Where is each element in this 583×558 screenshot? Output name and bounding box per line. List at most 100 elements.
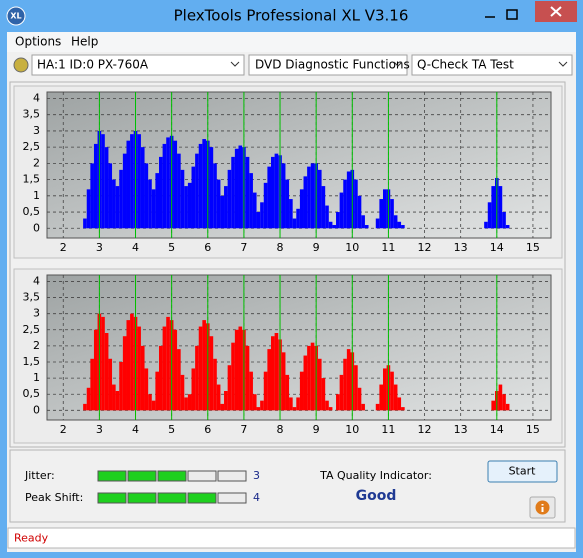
bar bbox=[137, 326, 141, 411]
bar bbox=[238, 326, 243, 411]
bar bbox=[393, 384, 398, 411]
menu-item[interactable]: Help bbox=[71, 35, 98, 49]
bar bbox=[375, 403, 380, 411]
function-select[interactable] bbox=[248, 54, 408, 76]
bar bbox=[86, 189, 91, 229]
x-tick-label: 13 bbox=[454, 423, 468, 436]
bar bbox=[401, 225, 405, 229]
bar bbox=[224, 391, 228, 411]
bar bbox=[256, 407, 261, 411]
bar bbox=[90, 163, 94, 229]
bar bbox=[299, 371, 304, 411]
bar bbox=[343, 358, 347, 411]
bar bbox=[383, 189, 387, 229]
meter-segment-filled bbox=[127, 492, 157, 504]
bar bbox=[346, 171, 351, 229]
bar bbox=[119, 362, 123, 411]
bar bbox=[126, 140, 131, 229]
bar bbox=[328, 221, 333, 229]
bar bbox=[101, 134, 105, 229]
bar bbox=[213, 163, 217, 229]
bar bbox=[310, 342, 315, 411]
bar bbox=[108, 358, 113, 411]
bar bbox=[310, 163, 315, 229]
bar bbox=[234, 329, 239, 411]
bar bbox=[220, 403, 225, 411]
bar bbox=[173, 140, 178, 229]
bar bbox=[151, 189, 156, 229]
bar bbox=[227, 169, 232, 229]
bar bbox=[397, 221, 402, 229]
bar bbox=[126, 320, 131, 411]
bar bbox=[191, 166, 196, 229]
bar bbox=[83, 403, 87, 411]
bar bbox=[346, 349, 351, 411]
bar bbox=[195, 345, 199, 411]
bar bbox=[292, 218, 297, 229]
bar bbox=[285, 179, 290, 229]
x-tick-label: 2 bbox=[60, 241, 67, 254]
x-tick-label: 8 bbox=[277, 241, 284, 254]
bar bbox=[343, 179, 347, 229]
bar bbox=[216, 179, 221, 229]
start-button[interactable] bbox=[487, 460, 558, 483]
bar bbox=[263, 371, 268, 411]
maximize-button[interactable] bbox=[506, 9, 518, 20]
bar bbox=[256, 212, 261, 229]
bar bbox=[238, 145, 243, 229]
meter-segment-filled bbox=[97, 492, 127, 504]
start-button-text: Start bbox=[509, 465, 537, 478]
x-tick-label: 4 bbox=[132, 423, 139, 436]
jitter-value: 3 bbox=[253, 469, 260, 482]
drive-select[interactable] bbox=[31, 54, 245, 76]
bar bbox=[498, 186, 503, 229]
bar bbox=[177, 153, 181, 229]
x-tick-label: 11 bbox=[381, 241, 395, 254]
bar bbox=[104, 333, 109, 411]
drive-select-text: HA:1 ID:0 PX-760A bbox=[37, 58, 149, 72]
quality-value: Good bbox=[356, 488, 397, 504]
bar bbox=[93, 329, 98, 411]
bar bbox=[339, 374, 344, 411]
x-tick-label: 5 bbox=[168, 423, 175, 436]
x-tick-label: 10 bbox=[345, 423, 359, 436]
dropdown-arrow bbox=[558, 61, 568, 67]
bar bbox=[122, 336, 127, 411]
bar bbox=[191, 368, 196, 411]
bar bbox=[144, 163, 149, 229]
bar bbox=[383, 368, 387, 411]
x-tick-label: 7 bbox=[240, 241, 247, 254]
bar bbox=[502, 394, 506, 411]
menu-item[interactable]: Options bbox=[15, 35, 61, 49]
x-tick-label: 13 bbox=[454, 241, 468, 254]
x-tick-label: 12 bbox=[418, 241, 432, 254]
x-tick-label: 8 bbox=[277, 423, 284, 436]
bar bbox=[86, 387, 91, 411]
y-tick-label: 2 bbox=[33, 156, 40, 169]
x-tick-label: 12 bbox=[418, 423, 432, 436]
bar bbox=[104, 147, 109, 229]
test-select[interactable] bbox=[411, 54, 573, 76]
bar bbox=[357, 387, 362, 411]
bar bbox=[307, 166, 311, 229]
bar bbox=[357, 195, 362, 229]
bar bbox=[296, 397, 300, 411]
bar bbox=[101, 316, 105, 411]
bar bbox=[231, 156, 235, 229]
bar bbox=[83, 218, 87, 229]
bar bbox=[108, 163, 113, 229]
bar bbox=[162, 326, 167, 411]
bar bbox=[281, 163, 286, 229]
x-tick-label: 9 bbox=[313, 423, 320, 436]
y-tick-label: 0,5 bbox=[23, 387, 41, 400]
bar bbox=[187, 394, 192, 411]
bar bbox=[180, 374, 185, 411]
bar bbox=[379, 199, 383, 229]
x-tick-label: 11 bbox=[381, 423, 395, 436]
y-tick-label: 3,5 bbox=[23, 108, 41, 121]
y-tick-label: 0,5 bbox=[23, 205, 41, 218]
window-title: PlexTools Professional XL V3.16 bbox=[174, 7, 409, 25]
bar bbox=[325, 205, 329, 229]
bar bbox=[137, 134, 141, 229]
bar bbox=[220, 195, 225, 229]
